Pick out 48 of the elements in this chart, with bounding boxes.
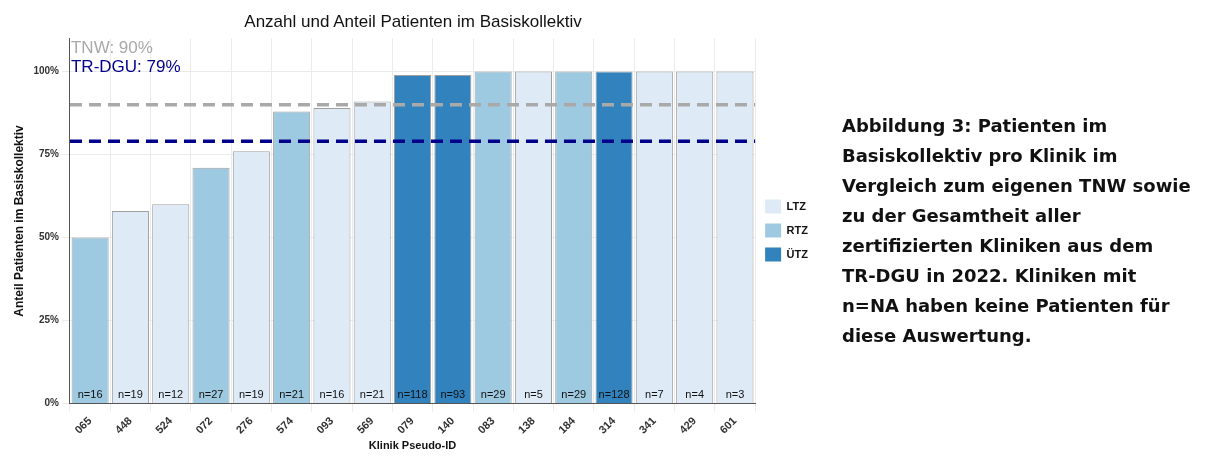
x-tick-label: 524 bbox=[152, 413, 175, 436]
x-tick-label: 341 bbox=[636, 414, 658, 436]
annotation: n=93 bbox=[440, 388, 466, 401]
chart-title: Anzahl und Anteil Patienten im Basiskollektiv bbox=[244, 11, 583, 31]
x-tick-label: 065 bbox=[72, 414, 94, 436]
x-tick-label: 072 bbox=[193, 414, 215, 436]
annotation: n=19 bbox=[118, 388, 143, 401]
x-tick-label: 093 bbox=[314, 414, 336, 436]
x-tick-label: 314 bbox=[596, 413, 619, 436]
y-tick-label: 75% bbox=[38, 148, 60, 160]
annotation: n=118 bbox=[397, 388, 428, 401]
x-tick-label: 448 bbox=[112, 414, 134, 436]
annotation: n=16 bbox=[77, 388, 103, 401]
ref-line-label: TNW: 90% bbox=[70, 37, 153, 57]
annotation: n=4 bbox=[685, 388, 704, 401]
annotation: n=3 bbox=[725, 388, 745, 401]
annotation: n=27 bbox=[198, 388, 224, 401]
x-tick-label: 276 bbox=[233, 414, 255, 436]
x-tick-label: 083 bbox=[475, 414, 497, 436]
annotation: n=29 bbox=[480, 388, 506, 401]
y-tick-label: 0% bbox=[44, 397, 60, 409]
annotation: n=21 bbox=[279, 388, 305, 401]
x-tick-label: 138 bbox=[515, 414, 538, 436]
annotation: n=5 bbox=[524, 388, 543, 401]
x-tick-label: 574 bbox=[273, 413, 296, 436]
annotation: n=29 bbox=[561, 388, 587, 401]
x-tick-label: 429 bbox=[676, 414, 699, 436]
annotation: n=7 bbox=[645, 388, 664, 401]
legend-label: RTZ bbox=[786, 223, 809, 236]
y-axis-title: Anteil Patienten im Basiskollektiv bbox=[11, 124, 26, 317]
x-tick-label: 079 bbox=[394, 414, 417, 436]
y-tick-label: 25% bbox=[38, 314, 60, 326]
x-tick-label: 140 bbox=[434, 414, 457, 436]
ref-line-label: TR-DGU: 79% bbox=[70, 56, 181, 76]
x-axis-title: Klinik Pseudo-ID bbox=[368, 439, 457, 452]
x-tick-label: 569 bbox=[354, 414, 376, 436]
annotation: n=16 bbox=[319, 388, 345, 401]
annotation: n=128 bbox=[598, 388, 630, 401]
x-tick-label: 601 bbox=[717, 414, 739, 436]
y-tick-label: 100% bbox=[33, 65, 60, 77]
annotation: n=19 bbox=[238, 388, 264, 401]
annotation: n=12 bbox=[158, 388, 184, 401]
y-tick-label: 50% bbox=[38, 231, 60, 243]
annotation: n=21 bbox=[359, 388, 385, 401]
legend-label: ÜTZ bbox=[786, 247, 809, 260]
text: Abbildung 3: Patienten im Basiskollektiv pro Klinik im Vergleich zum eigenen TNW sowie zu der Gesamtheit aller zertifizierten Kliniken aus dem TR-DGU in 2022. Kliniken mit n=NA haben keine Patienten für diese Auswertung. bbox=[842, 113, 1192, 348]
x-tick-label: 184 bbox=[555, 413, 578, 436]
legend-label: LTZ bbox=[786, 199, 807, 212]
